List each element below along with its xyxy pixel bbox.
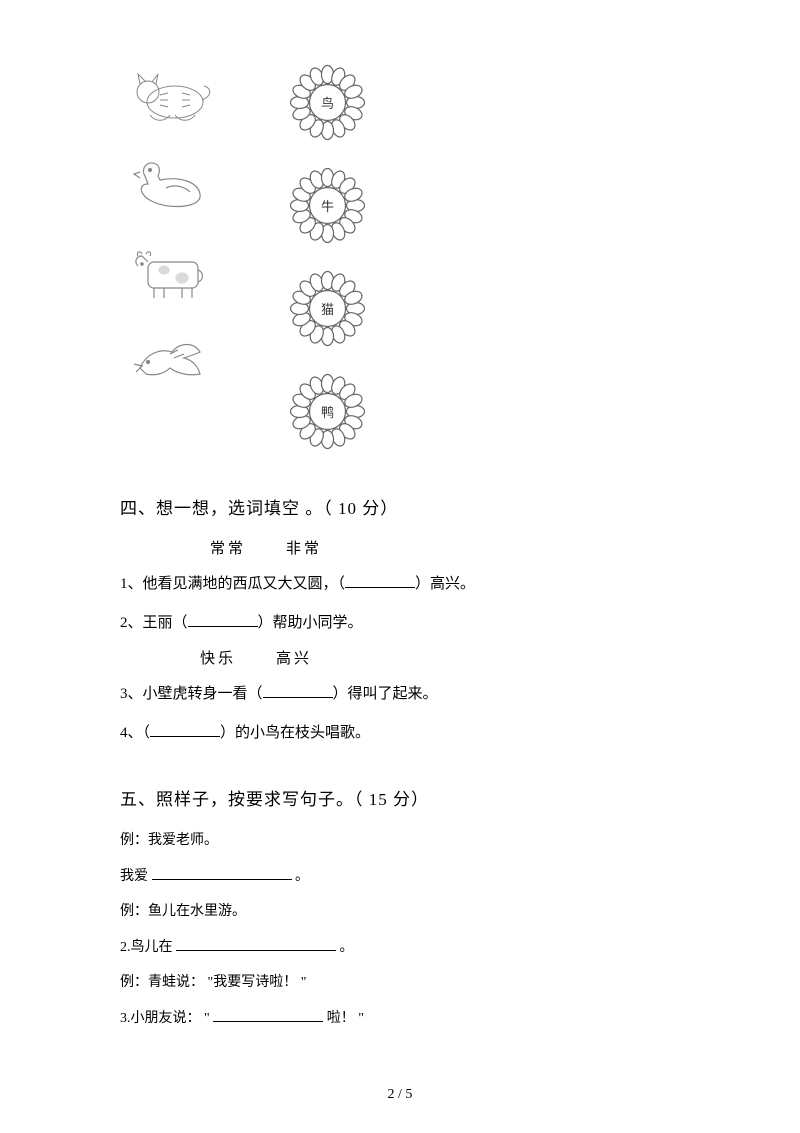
example-2: 例：鱼儿在水里游。 <box>120 899 680 926</box>
flower-char: 鸭 <box>321 402 334 421</box>
section4-title: 四、想一想，选词填空 。（ 10 分） <box>120 494 680 519</box>
q-pre: 3、小壁虎转身一看（ <box>120 686 263 702</box>
a-post: 啦！ " <box>327 1011 364 1026</box>
a-pre: 3.小朋友说： " <box>120 1011 210 1026</box>
page-footer: 2 / 5 <box>0 1087 800 1103</box>
word: 快乐 <box>200 651 236 667</box>
word-pair-1: 常常 非常 <box>210 537 680 558</box>
a-pre: 2.鸟儿在 <box>120 940 173 955</box>
flower-badge: 牛 <box>285 163 370 248</box>
blank[interactable] <box>152 866 292 880</box>
blank[interactable] <box>150 722 220 737</box>
cat-image <box>120 60 215 130</box>
animal-column <box>120 60 215 454</box>
cow-image <box>120 236 215 306</box>
a-post: 。 <box>340 940 354 955</box>
blank[interactable] <box>345 573 415 588</box>
blank[interactable] <box>263 683 333 698</box>
answer-1: 我爱 。 <box>120 864 680 891</box>
bird-image <box>120 324 215 394</box>
answer-3: 3.小朋友说： " 啦！ " <box>120 1006 680 1033</box>
word: 常常 <box>210 541 246 557</box>
question-1: 1、他看见满地的西瓜又大又圆，（ ）高兴。 <box>120 570 680 599</box>
q-pre: 1、他看见满地的西瓜又大又圆，（ <box>120 576 345 592</box>
question-2: 2、王丽（ ）帮助小同学。 <box>120 609 680 638</box>
word: 高兴 <box>276 651 312 667</box>
blank[interactable] <box>188 612 258 627</box>
q-post: ）的小鸟在枝头唱歌。 <box>220 725 370 741</box>
flower-badge: 鸟 <box>285 60 370 145</box>
example-3: 例：青蛙说： "我要写诗啦！ " <box>120 970 680 997</box>
blank[interactable] <box>176 937 336 951</box>
section5-title: 五、照样子，按要求写句子。（ 15 分） <box>120 785 680 810</box>
flower-char: 猫 <box>321 299 334 318</box>
q-post: ）帮助小同学。 <box>258 615 363 631</box>
blank[interactable] <box>213 1008 323 1022</box>
a-post: 。 <box>295 869 309 884</box>
matching-section: 鸟 牛 猫 鸭 <box>120 60 680 454</box>
a-pre: 我爱 <box>120 869 148 884</box>
flower-char: 牛 <box>321 196 334 215</box>
flower-column: 鸟 牛 猫 鸭 <box>285 60 370 454</box>
q-post: ）高兴。 <box>415 576 475 592</box>
word: 非常 <box>286 541 322 557</box>
flower-badge: 鸭 <box>285 369 370 454</box>
example-1: 例：我爱老师。 <box>120 828 680 855</box>
q-pre: 4、（ <box>120 725 150 741</box>
question-4: 4、（ ）的小鸟在枝头唱歌。 <box>120 719 680 748</box>
question-3: 3、小壁虎转身一看（ ）得叫了起来。 <box>120 680 680 709</box>
duck-image <box>120 148 215 218</box>
flower-char: 鸟 <box>321 93 334 112</box>
q-pre: 2、王丽（ <box>120 615 188 631</box>
answer-2: 2.鸟儿在 。 <box>120 935 680 962</box>
flower-badge: 猫 <box>285 266 370 351</box>
q-post: ）得叫了起来。 <box>333 686 438 702</box>
word-pair-2: 快乐 高兴 <box>200 647 680 668</box>
